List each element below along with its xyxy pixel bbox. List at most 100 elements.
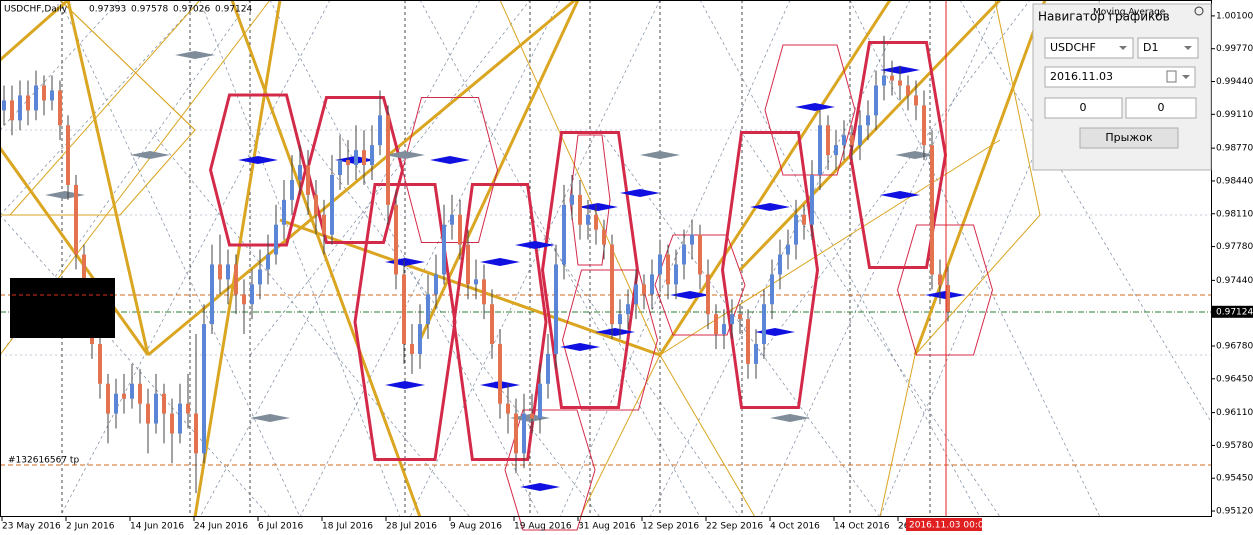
x-tick-label: 26 bbox=[898, 522, 910, 532]
candle-body bbox=[826, 125, 830, 156]
x-tick-label: 28 Jul 2016 bbox=[386, 522, 437, 532]
candle-body bbox=[658, 254, 662, 275]
candle-body bbox=[242, 294, 246, 305]
marker-diamond bbox=[520, 483, 560, 491]
candle-body bbox=[122, 393, 126, 399]
candle-body bbox=[26, 95, 30, 111]
candle-body bbox=[458, 214, 462, 245]
candle-body bbox=[930, 145, 934, 275]
candle-body bbox=[290, 179, 294, 200]
candle-body bbox=[298, 165, 302, 180]
plot-frame bbox=[0, 0, 1212, 517]
order-annotation: #132616567 tp bbox=[8, 456, 79, 466]
candle-body bbox=[106, 383, 110, 414]
candle-body bbox=[554, 264, 558, 354]
candle-body bbox=[218, 264, 222, 280]
symbol-value: USDCHF bbox=[1050, 41, 1096, 54]
x-tick-label: 14 Jun 2016 bbox=[130, 522, 184, 532]
candle-body bbox=[114, 393, 118, 414]
candle-body bbox=[530, 413, 534, 419]
candle-body bbox=[762, 304, 766, 345]
marker-diamond bbox=[595, 328, 635, 336]
marker-diamond bbox=[515, 241, 555, 249]
candle-body bbox=[274, 224, 278, 255]
candle-body bbox=[794, 214, 798, 245]
candle-body bbox=[402, 274, 406, 345]
dashed-line bbox=[419, 0, 701, 518]
candle-body bbox=[730, 314, 734, 325]
x-tick-label: 19 Aug 2016 bbox=[514, 522, 572, 532]
dashed-line bbox=[759, 0, 1001, 518]
candle-body bbox=[194, 413, 198, 454]
dashed-line bbox=[199, 0, 401, 518]
close-icon[interactable] bbox=[1194, 6, 1204, 16]
date-picker[interactable] bbox=[1044, 66, 1196, 88]
dashed-line bbox=[59, 0, 331, 518]
candle-body bbox=[866, 115, 870, 126]
marker-diamond bbox=[385, 381, 425, 389]
candle-body bbox=[234, 264, 238, 295]
candle-body bbox=[98, 344, 102, 384]
candle-body bbox=[474, 279, 478, 285]
candle-body bbox=[370, 145, 374, 166]
hexagon bbox=[452, 183, 548, 461]
fan-line bbox=[879, 354, 916, 518]
candle-body bbox=[138, 383, 142, 404]
hexagon bbox=[561, 269, 659, 411]
dashed-line bbox=[299, 129, 601, 518]
marker-diamond bbox=[880, 191, 920, 199]
candle-body bbox=[714, 314, 718, 335]
symbol-select[interactable] bbox=[1044, 37, 1134, 59]
candle-body bbox=[786, 244, 790, 255]
candle-body bbox=[522, 413, 526, 454]
dashed-line bbox=[269, 0, 541, 518]
candle-body bbox=[874, 85, 878, 116]
x-tick-label: 6 Jul 2016 bbox=[258, 522, 303, 532]
input-1[interactable] bbox=[1044, 97, 1123, 119]
jump-button[interactable] bbox=[1079, 127, 1179, 149]
candle-body bbox=[330, 174, 334, 235]
marker-diamond bbox=[620, 189, 660, 197]
candle-body bbox=[754, 344, 758, 364]
candle-body bbox=[282, 199, 286, 225]
y-tick-label: 0.96780 bbox=[1216, 341, 1253, 351]
candle-body bbox=[850, 135, 854, 146]
candle-body bbox=[442, 224, 446, 275]
candle-body bbox=[146, 403, 150, 424]
candle-body bbox=[322, 214, 326, 235]
dashed-line bbox=[59, 0, 301, 518]
candle-body bbox=[338, 160, 342, 175]
candle-body bbox=[346, 160, 350, 166]
candle-body bbox=[690, 234, 694, 245]
candle-body bbox=[418, 324, 422, 354]
candle-body bbox=[250, 284, 254, 305]
candle-body bbox=[778, 254, 782, 275]
jump-button-label: Прыжок bbox=[1105, 131, 1153, 144]
hexagon bbox=[720, 131, 820, 409]
candle-body bbox=[938, 274, 942, 286]
candle-body bbox=[226, 264, 230, 280]
fan-line bbox=[579, 354, 661, 518]
symbol-title: USDCHF,Daily bbox=[4, 5, 68, 15]
x-tick-label: 12 Sep 2016 bbox=[642, 522, 699, 532]
candle-body bbox=[746, 319, 750, 364]
fan-line bbox=[193, 0, 282, 518]
y-tick-label: 1.00100 bbox=[1216, 11, 1253, 21]
candle-body bbox=[66, 125, 70, 185]
candle-body bbox=[378, 115, 382, 146]
dashed-line bbox=[699, 0, 981, 518]
candle-body bbox=[434, 274, 438, 295]
candle-body bbox=[362, 150, 366, 166]
dashed-line bbox=[0, 214, 271, 518]
candle-body bbox=[498, 344, 502, 404]
hexagon bbox=[654, 234, 746, 336]
timeframe-select[interactable] bbox=[1137, 37, 1199, 59]
candle-body bbox=[610, 244, 614, 325]
x-tick-label: 14 Oct 2016 bbox=[834, 522, 890, 532]
cursor-tag-label: 2016.11.03 00:00 bbox=[909, 521, 990, 531]
candle-body bbox=[618, 314, 622, 325]
date-value: 2016.11.03 bbox=[1050, 70, 1113, 83]
candle-body bbox=[186, 403, 190, 414]
fan-line bbox=[418, 0, 580, 341]
input-2[interactable] bbox=[1125, 97, 1197, 119]
